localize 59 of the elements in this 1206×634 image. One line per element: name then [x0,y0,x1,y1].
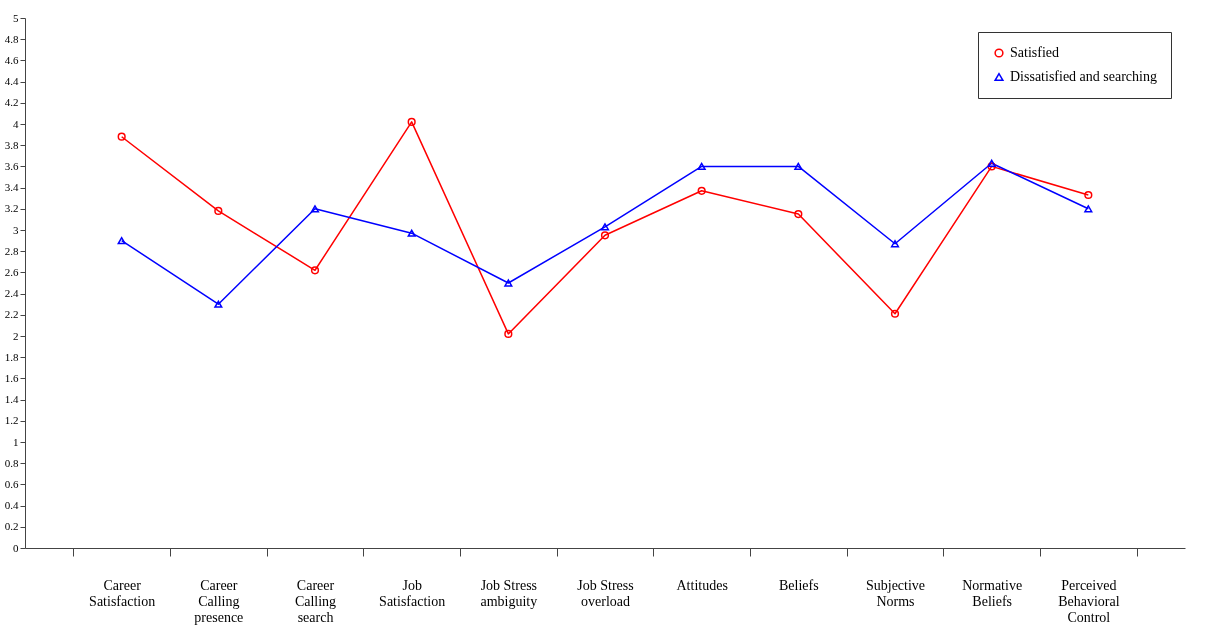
point [504,279,513,287]
x-tick-label: Job Stress overload [577,577,634,609]
y-tick-label: 5 [13,11,19,24]
x-tick-label: Job Satisfaction [379,577,446,609]
y-tick-label: 2 [13,329,19,342]
x-tick-label: Normative Beliefs [962,577,1023,609]
point [987,162,996,171]
y-tick-label: 3 [13,223,19,236]
x-tick-label: Job Stress ambiguity [480,577,538,609]
y-tick-label: 4.2 [4,96,19,109]
y-tick-label: 1.4 [4,393,19,406]
y-tick-label: 1.6 [4,371,19,384]
y-tick-label: 3.8 [4,138,19,151]
point [697,162,706,171]
point [890,240,900,248]
y-tick-label: 4.6 [4,53,19,66]
y-tick-label: 4 [13,117,19,130]
point [794,210,803,219]
y-tick-label: 4.8 [4,32,19,45]
x-tick-label: Career Satisfaction [89,577,156,609]
y-tick-label: 3.2 [4,202,19,215]
y-tick-label: 1 [13,435,19,448]
point [794,162,803,171]
point [987,159,996,167]
point [407,229,416,237]
y-tick-label: 2.8 [4,244,19,257]
y-tick-label: 2.6 [4,265,19,278]
point [117,236,126,245]
y-tick-label: 0.6 [4,477,19,490]
point [1084,205,1093,213]
y-tick-label: 2.4 [4,287,19,300]
y-tick-label: 1.8 [4,350,19,363]
point [407,117,416,126]
point [310,205,320,213]
point [214,206,223,216]
y-tick-label: 1.2 [4,414,19,427]
x-tick-label: Attitudes [676,577,728,593]
point [310,266,320,275]
y-tick-label: 0.8 [4,456,19,469]
y-tick-label: 0 [13,541,19,554]
y-tick-label: 3.6 [4,159,19,172]
point [600,223,610,231]
x-tick-label: Career Calling presence [194,577,244,625]
y-tick-label: 0.2 [4,520,19,533]
x-tick-label: Beliefs [779,577,819,593]
point [214,300,223,308]
legend-label: Satisfied [1010,45,1059,60]
x-tick-label: Career Calling search [294,577,337,625]
point [697,186,706,195]
y-tick-label: 2.2 [4,308,19,321]
point [890,309,900,318]
y-tick-label: 0.4 [4,499,19,512]
y-tick-label: 4.4 [4,75,19,88]
x-tick-label: Subjective Norms [865,577,926,609]
x-tick-label: Perceived Behavioral Control [1058,577,1120,625]
point [504,329,513,338]
legend-label: Dissatisfied and searching [1010,69,1157,84]
y-tick-label: 3.4 [4,181,19,194]
point [600,231,610,240]
